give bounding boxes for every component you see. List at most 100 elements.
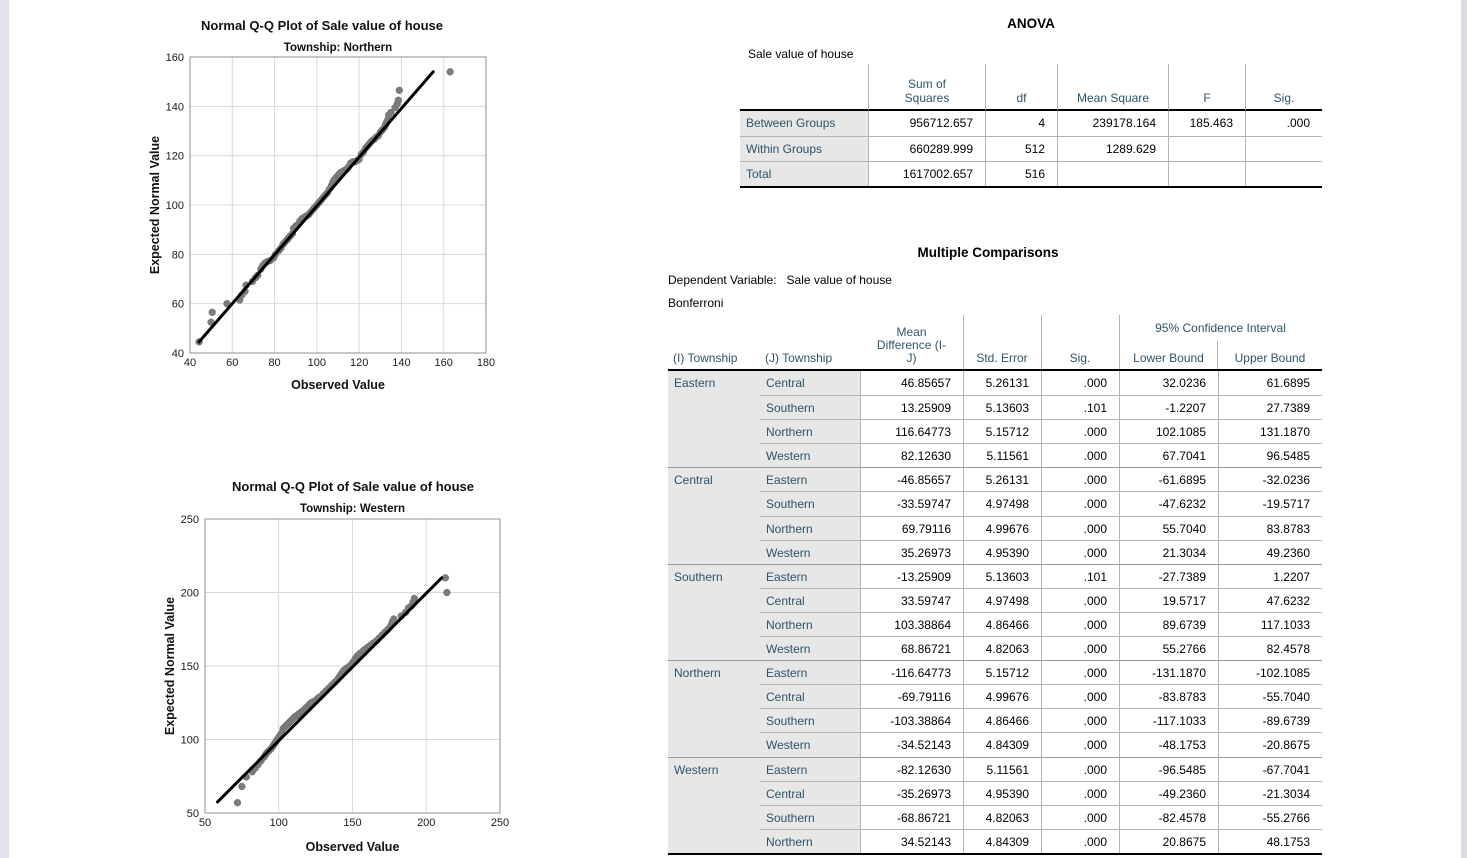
j-township-cell: Western bbox=[760, 443, 860, 468]
mc-value-cell: -89.6739 bbox=[1218, 708, 1322, 733]
mc-value-cell: 4.84309 bbox=[963, 732, 1041, 757]
x-tick-label: 80 bbox=[268, 357, 280, 369]
qq-plot-canvas: 50 100 150 200 250 50 100 150 200 250 bbox=[181, 514, 510, 829]
x-tick-label: 40 bbox=[184, 357, 196, 369]
table-row: Central 33.59747 4.97498.000 19.5717 47.6232 bbox=[668, 587, 1322, 612]
i-township-cell: Eastern bbox=[668, 371, 760, 396]
table-row: Northern Eastern -116.64773 5.15712.000 -131… bbox=[668, 660, 1322, 685]
mc-value-cell: .000 bbox=[1041, 708, 1119, 733]
mc-value-cell: 82.4578 bbox=[1218, 636, 1322, 661]
j-township-cell: Central bbox=[760, 684, 860, 709]
j-township-cell: Central bbox=[760, 587, 860, 612]
mc-title: Multiple Comparisons bbox=[917, 245, 1059, 260]
mc-value-cell: -47.6232 bbox=[1119, 491, 1218, 516]
mc-value-cell: 4.95390 bbox=[963, 780, 1041, 805]
table-row: Eastern Central 46.85657 5.26131.000 32.0236… bbox=[668, 371, 1322, 396]
mc-value-cell: 103.38864 bbox=[860, 611, 963, 637]
mc-value-cell: -27.7389 bbox=[1119, 563, 1218, 588]
mc-value-cell: 131.1870 bbox=[1218, 419, 1322, 444]
x-tick-label: 60 bbox=[226, 357, 238, 369]
data-point bbox=[233, 799, 242, 807]
mc-value-cell: 4.82063 bbox=[963, 804, 1041, 829]
i-township-cell bbox=[668, 828, 760, 853]
data-point bbox=[238, 782, 246, 791]
header-divider bbox=[1217, 341, 1218, 369]
mc-value-cell: 5.15712 bbox=[963, 660, 1041, 685]
mc-value-cell: -35.26973 bbox=[860, 780, 963, 805]
mc-value-cell: 4.84309 bbox=[963, 828, 1041, 853]
mc-value-cell: -20.8675 bbox=[1218, 732, 1322, 757]
fit-line bbox=[216, 576, 444, 804]
chart-subtitle: Township: Western bbox=[300, 503, 405, 515]
mc-value-cell: 82.12630 bbox=[860, 443, 963, 468]
table-row: Central -69.79116 4.99676.000 -83.8783 -55.7… bbox=[668, 684, 1322, 709]
mc-value-cell: 48.1753 bbox=[1218, 828, 1322, 853]
anova-cell bbox=[1245, 161, 1322, 186]
x-axis-label: Observed Value bbox=[305, 840, 400, 854]
data-point bbox=[387, 108, 395, 117]
mc-table-body: Eastern Central 46.85657 5.26131.000 32.0236… bbox=[668, 371, 1322, 855]
mc-value-cell: -34.52143 bbox=[860, 732, 963, 757]
j-township-cell: Northern bbox=[760, 828, 860, 853]
mc-value-cell: 117.1033 bbox=[1218, 611, 1322, 637]
mc-value-cell: .101 bbox=[1041, 395, 1119, 420]
data-point bbox=[395, 86, 403, 94]
x-tick-label: 120 bbox=[350, 357, 368, 369]
x-tick-label: 100 bbox=[270, 817, 288, 829]
x-tick-label: 50 bbox=[199, 817, 211, 829]
col-header-mean-difference: Mean Difference (I- J) bbox=[876, 325, 947, 365]
mc-value-cell: 102.1085 bbox=[1119, 419, 1218, 444]
mc-value-cell: -21.3034 bbox=[1218, 780, 1322, 805]
x-tick-label: 100 bbox=[308, 357, 326, 369]
mc-value-cell: 4.86466 bbox=[963, 708, 1041, 733]
table-row: Southern Eastern -13.25909 5.13603.101 -27.7… bbox=[668, 563, 1322, 588]
mc-value-cell: 20.8675 bbox=[1119, 828, 1218, 853]
anova-col-header: Sum of Squares bbox=[868, 64, 985, 111]
mc-value-cell: .000 bbox=[1041, 828, 1119, 853]
plot-border bbox=[189, 56, 487, 354]
mc-method: Bonferroni bbox=[668, 296, 724, 310]
j-township-cell: Southern bbox=[760, 804, 860, 829]
col-header-lower-bound: Lower Bound bbox=[1133, 351, 1204, 365]
data-point bbox=[443, 588, 451, 597]
mc-value-cell: -116.64773 bbox=[860, 660, 963, 685]
col-header-sig: Sig. bbox=[1069, 351, 1091, 365]
chart-title: Normal Q-Q Plot of Sale value of house bbox=[201, 18, 443, 33]
mc-value-cell: -82.12630 bbox=[860, 756, 963, 781]
table-row: Western Eastern -82.12630 5.11561.000 -96.54… bbox=[668, 756, 1322, 781]
mc-value-cell: 47.6232 bbox=[1218, 587, 1322, 612]
mc-value-cell: -13.25909 bbox=[860, 563, 963, 588]
table-row: Northern 69.79116 4.99676.000 55.7040 83.878… bbox=[668, 515, 1322, 540]
anova-table: Sum of Squares df Mean Square F Sig. Between … bbox=[740, 64, 1322, 188]
mc-value-cell: -1.2207 bbox=[1119, 395, 1218, 420]
mc-value-cell: -102.1085 bbox=[1218, 660, 1322, 685]
y-tick-label: 50 bbox=[187, 808, 199, 820]
table-row: Northern 116.64773 5.15712.000 102.1085 131.… bbox=[668, 419, 1322, 444]
right-scrollbar-gutter[interactable] bbox=[1461, 0, 1467, 858]
mc-value-cell: 21.3034 bbox=[1119, 539, 1218, 564]
mc-value-cell: -69.79116 bbox=[860, 684, 963, 709]
i-township-cell bbox=[668, 611, 760, 637]
mc-value-cell: 27.7389 bbox=[1218, 395, 1322, 420]
y-tick-label: 160 bbox=[166, 52, 184, 64]
left-gutter bbox=[0, 0, 9, 858]
mc-value-cell: -82.4578 bbox=[1119, 804, 1218, 829]
x-tick-label: 160 bbox=[435, 357, 453, 369]
data-point bbox=[410, 594, 419, 603]
y-tick-label: 200 bbox=[181, 588, 199, 600]
mc-value-cell: 68.86721 bbox=[860, 636, 963, 661]
mc-value-cell: 5.26131 bbox=[963, 371, 1041, 396]
chart-title: Normal Q-Q Plot of Sale value of house bbox=[232, 479, 474, 494]
i-township-cell bbox=[668, 780, 760, 805]
anova-cell: 956712.657 bbox=[868, 111, 985, 136]
mc-value-cell: 116.64773 bbox=[860, 419, 963, 444]
table-row: Southern -33.59747 4.97498.000 -47.6232 -19.… bbox=[668, 491, 1322, 516]
i-township-cell bbox=[668, 419, 760, 444]
mc-value-cell: 61.6895 bbox=[1218, 371, 1322, 396]
mc-value-cell: 4.86466 bbox=[963, 611, 1041, 637]
mc-value-cell: -83.8783 bbox=[1119, 684, 1218, 709]
i-township-cell bbox=[668, 587, 760, 612]
mc-value-cell: -103.38864 bbox=[860, 708, 963, 733]
chart-subtitle: Township: Northern bbox=[283, 42, 393, 54]
anova-cell bbox=[1168, 161, 1245, 186]
